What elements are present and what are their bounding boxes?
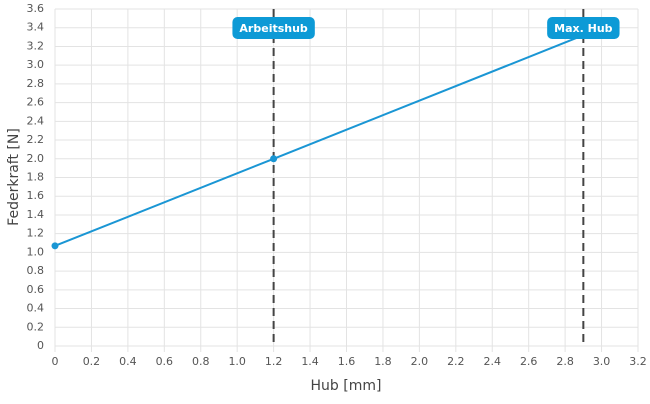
y-tick-label: 1.2	[27, 227, 45, 240]
y-tick-label: 3.4	[27, 21, 45, 34]
x-tick-label: 1.2	[265, 355, 283, 368]
y-tick-label: 0.6	[27, 283, 45, 296]
y-tick-label: 2.2	[27, 133, 45, 146]
x-tick-label: 3.2	[629, 355, 647, 368]
x-tick-label: 0	[52, 355, 59, 368]
y-tick-label: 3.2	[27, 39, 45, 52]
annotation-label: Arbeitshub	[239, 22, 308, 35]
data-point	[51, 242, 59, 250]
y-tick-label: 0.2	[27, 320, 45, 333]
x-tick-label: 2.0	[411, 355, 429, 368]
y-tick-label: 2.8	[27, 77, 45, 90]
y-tick-label: 2.4	[27, 114, 45, 127]
y-tick-label: 0.4	[27, 302, 45, 315]
y-tick-label: 1.6	[27, 189, 45, 202]
x-tick-label: 0.6	[156, 355, 174, 368]
x-tick-label: 0.2	[83, 355, 101, 368]
data-point	[270, 155, 278, 163]
y-tick-label: 3.0	[27, 58, 45, 71]
y-tick-label: 1.8	[27, 171, 45, 184]
x-tick-label: 2.6	[520, 355, 538, 368]
annotation-box	[547, 17, 620, 39]
x-tick-label: 0.4	[119, 355, 137, 368]
x-tick-label: 1.8	[374, 355, 392, 368]
x-tick-label: 1.4	[301, 355, 319, 368]
x-tick-label: 2.2	[447, 355, 465, 368]
y-tick-label: 1.0	[27, 245, 45, 258]
x-tick-label: 3.0	[593, 355, 611, 368]
annotation: Arbeitshub	[232, 17, 315, 39]
x-tick-label: 1.6	[338, 355, 356, 368]
x-tick-label: 2.8	[556, 355, 574, 368]
y-tick-label: 0	[37, 339, 44, 352]
x-axis-title: Hub [mm]	[311, 378, 382, 394]
x-tick-label: 1.0	[228, 355, 246, 368]
x-tick-label: 0.8	[192, 355, 210, 368]
y-tick-label: 2.0	[27, 152, 45, 165]
y-tick-label: 1.4	[27, 208, 45, 221]
y-tick-label: 0.8	[27, 264, 45, 277]
y-tick-label: 2.6	[27, 96, 45, 109]
x-tick-label: 2.4	[484, 355, 502, 368]
annotation-label: Max. Hub	[554, 22, 613, 35]
annotation: Max. Hub	[547, 17, 620, 39]
y-axis-title: Federkraft [N]	[6, 128, 22, 226]
annotation-box	[232, 17, 315, 39]
y-tick-label: 3.6	[27, 2, 45, 15]
